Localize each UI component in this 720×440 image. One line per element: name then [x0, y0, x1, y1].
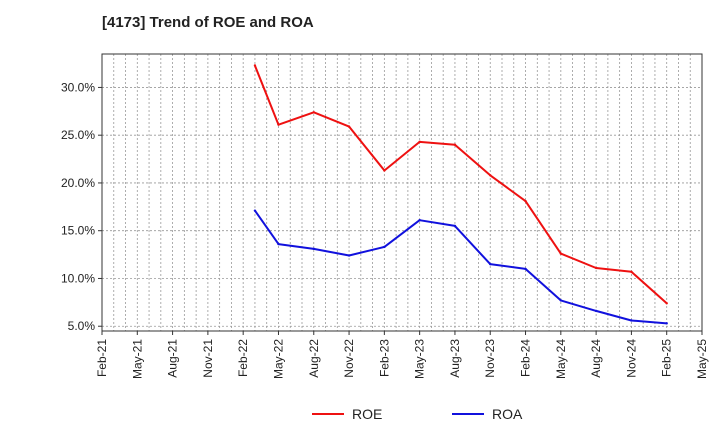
data-point-roa [383, 245, 386, 249]
x-tick-label: Feb-23 [377, 339, 391, 377]
chart-title: [4173] Trend of ROE and ROA [102, 14, 314, 31]
x-tick-label: Nov-23 [483, 339, 497, 378]
data-point-roa [418, 219, 421, 222]
data-point-roe [453, 143, 457, 146]
data-point-roe [347, 125, 351, 128]
data-point-roa [489, 262, 492, 266]
x-tick-label: Aug-23 [448, 339, 462, 378]
legend-label-roe: ROE [352, 406, 382, 422]
data-point-roa [524, 267, 527, 271]
data-point-roa [665, 322, 668, 325]
y-tick-label: 5.0% [68, 319, 96, 333]
x-tick-label: May-22 [271, 339, 285, 379]
data-point-roe [559, 252, 563, 255]
x-tick-label: May-23 [413, 339, 427, 379]
data-point-roa [277, 242, 280, 246]
y-tick-label: 25.0% [61, 128, 95, 142]
x-tick-label: May-21 [130, 339, 144, 379]
data-point-roa [594, 309, 598, 313]
data-point-roe [277, 123, 280, 126]
y-tick-label: 10.0% [61, 271, 95, 285]
y-tick-label: 30.0% [61, 80, 95, 94]
data-point-roa [253, 209, 257, 212]
data-point-roa [347, 254, 351, 257]
y-tick-label: 15.0% [61, 224, 95, 238]
data-point-roa [559, 299, 563, 302]
plot-background [102, 54, 702, 331]
data-point-roe [594, 266, 598, 270]
data-point-roe [630, 270, 633, 273]
x-tick-label: Aug-24 [589, 339, 603, 378]
data-point-roe [665, 302, 668, 305]
data-point-roa [453, 224, 457, 228]
x-tick-label: Aug-21 [166, 339, 180, 378]
data-point-roe [312, 111, 315, 114]
x-tick-label: May-24 [554, 339, 568, 379]
data-point-roe [253, 64, 257, 67]
data-point-roe [489, 174, 492, 177]
data-point-roe [524, 199, 527, 203]
x-tick-label: Nov-22 [342, 339, 356, 378]
plot-frame [101, 53, 703, 332]
data-point-roa [630, 319, 633, 322]
data-point-roe [383, 169, 386, 172]
legend-label-roa: ROA [492, 406, 523, 422]
x-tick-label: Aug-22 [307, 339, 321, 378]
x-tick-label: Nov-21 [201, 339, 215, 378]
y-tick-label: 20.0% [61, 176, 95, 190]
data-point-roa [312, 247, 315, 251]
x-tick-label: Feb-22 [236, 339, 250, 377]
x-tick-label: May-25 [695, 339, 709, 379]
x-tick-label: Feb-25 [660, 339, 674, 377]
x-tick-label: Feb-24 [519, 339, 533, 377]
x-tick-label: Nov-24 [624, 339, 638, 378]
data-point-roe [418, 140, 421, 144]
x-tick-label: Feb-21 [95, 339, 109, 377]
